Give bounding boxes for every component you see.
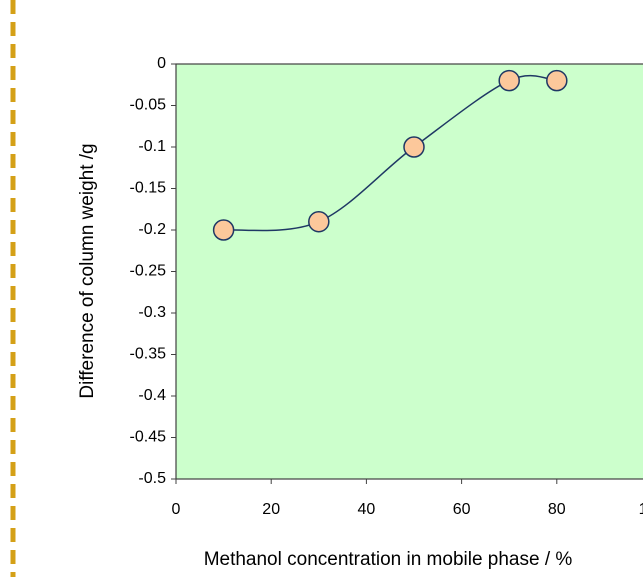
plot-area xyxy=(175,63,643,480)
y-tick-label: -0.1 xyxy=(138,138,166,155)
x-axis-title: Methanol concentration in mobile phase /… xyxy=(204,549,573,570)
y-tick-label: -0.45 xyxy=(130,429,167,446)
y-tick-label: -0.35 xyxy=(130,346,167,363)
y-tick-label: -0.25 xyxy=(130,263,167,280)
data-point xyxy=(212,219,235,241)
data-point xyxy=(546,69,568,92)
data-point xyxy=(308,210,330,233)
x-tick-label: 0 xyxy=(172,501,181,518)
x-tick-label: 40 xyxy=(358,501,376,518)
y-tick-label: -0.3 xyxy=(138,304,166,321)
x-tick-label: 60 xyxy=(453,501,471,518)
data-point xyxy=(403,136,425,158)
y-tick-label: -0.4 xyxy=(138,387,166,404)
y-tick-label: -0.2 xyxy=(138,221,166,238)
x-tick-label: 20 xyxy=(262,501,280,518)
y-tick-label: 0 xyxy=(157,55,166,72)
y-tick-label: -0.5 xyxy=(138,470,166,487)
data-point xyxy=(498,69,520,92)
y-axis-title: Difference of column weight /g xyxy=(77,143,98,398)
y-tick-label: -0.05 xyxy=(130,97,167,114)
x-tick-label: 80 xyxy=(548,501,566,518)
y-tick-label: -0.15 xyxy=(130,180,167,197)
x-tick-label: 100 xyxy=(639,501,643,518)
